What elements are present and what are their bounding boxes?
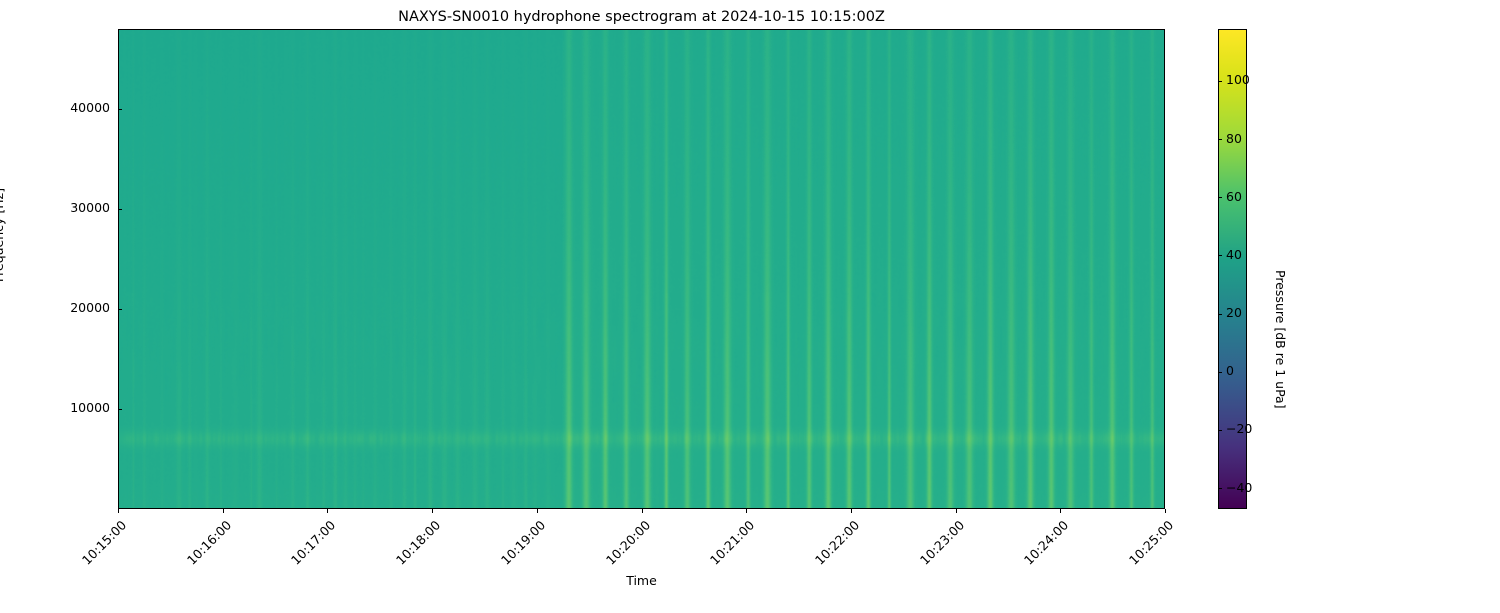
y-tick-label: 10000 bbox=[70, 400, 110, 415]
x-tick-mark bbox=[641, 509, 643, 513]
colorbar-tick-0: 0 bbox=[1218, 363, 1234, 378]
colorbar-tick-mark bbox=[1218, 371, 1222, 373]
x-tick-label: 10:16:00 bbox=[183, 517, 234, 568]
x-tick-mark bbox=[327, 509, 329, 513]
y-tick-label: 20000 bbox=[70, 300, 110, 315]
x-tick-label: 10:21:00 bbox=[707, 517, 758, 568]
x-tick-label: 10:18:00 bbox=[392, 517, 444, 568]
colorbar-tick-label: −40 bbox=[1226, 479, 1253, 495]
y-tick-20000: 20000 bbox=[14, 300, 122, 315]
colorbar-label: Pressure [dB re 1 uPa] bbox=[1273, 270, 1288, 409]
x-tick-label: 10:17:00 bbox=[288, 517, 339, 568]
colorbar-tick--20: −20 bbox=[1218, 421, 1252, 436]
colorbar-tick-80: 80 bbox=[1218, 131, 1242, 146]
y-tick-mark bbox=[118, 208, 122, 210]
y-tick-mark bbox=[118, 308, 122, 310]
colorbar-tick-label: 100 bbox=[1226, 72, 1250, 88]
x-tick-label: 10:22:00 bbox=[811, 517, 863, 568]
colorbar-tick-label: 20 bbox=[1226, 305, 1242, 321]
x-tick-mark bbox=[536, 509, 538, 513]
x-tick-label: 10:19:00 bbox=[497, 517, 548, 568]
x-tick-mark bbox=[118, 509, 119, 513]
colorbar-tick-mark bbox=[1218, 488, 1222, 490]
colorbar-tick-20: 20 bbox=[1218, 305, 1242, 320]
y-axis-label: Frequency [Hz] bbox=[0, 187, 6, 283]
colorbar-tick-mark bbox=[1218, 139, 1222, 141]
y-tick-40000: 40000 bbox=[14, 100, 122, 115]
page-title: NAXYS-SN0010 hydrophone spectrogram at 2… bbox=[398, 9, 885, 25]
figure-canvas: NAXYS-SN0010 hydrophone spectrogram at 2… bbox=[0, 9, 1288, 588]
colorbar-tick-mark bbox=[1218, 313, 1222, 315]
colorbar-tick-mark bbox=[1218, 255, 1222, 257]
y-tick-mark bbox=[118, 108, 122, 110]
colorbar-gradient bbox=[1219, 30, 1246, 508]
x-tick-label: 10:24:00 bbox=[1021, 517, 1072, 568]
colorbar[interactable] bbox=[1218, 29, 1247, 509]
y-tick-label: 40000 bbox=[70, 100, 110, 115]
y-tick-label: 30000 bbox=[70, 200, 110, 215]
colorbar-tick-label: 40 bbox=[1226, 246, 1242, 262]
y-tick-30000: 30000 bbox=[14, 200, 122, 215]
colorbar-tick-label: −20 bbox=[1226, 421, 1253, 437]
colorbar-tick-mark bbox=[1218, 80, 1222, 82]
spectrogram-image bbox=[119, 30, 1164, 508]
x-tick-label: 10:25:00 bbox=[1125, 517, 1177, 568]
y-tick-mark bbox=[118, 408, 122, 410]
x-tick-mark bbox=[432, 509, 434, 513]
colorbar-tick-label: 60 bbox=[1226, 188, 1242, 204]
colorbar-tick--40: −40 bbox=[1218, 480, 1252, 495]
colorbar-tick-mark bbox=[1218, 429, 1222, 431]
x-tick-mark bbox=[1165, 509, 1166, 513]
x-tick-label: 10:20:00 bbox=[602, 517, 653, 568]
x-tick-mark bbox=[1060, 509, 1062, 513]
colorbar-tick-40: 40 bbox=[1218, 247, 1242, 262]
x-tick-mark bbox=[222, 509, 224, 513]
colorbar-tick-label: 0 bbox=[1226, 363, 1234, 379]
x-tick-mark bbox=[746, 509, 748, 513]
x-tick-label: 10:23:00 bbox=[916, 517, 967, 568]
x-tick-mark bbox=[850, 509, 852, 513]
colorbar-tick-mark bbox=[1218, 197, 1222, 199]
x-tick-label: 10:15:00 bbox=[78, 517, 130, 568]
colorbar-tick-label: 80 bbox=[1226, 130, 1242, 146]
spectrogram-axes[interactable] bbox=[118, 29, 1165, 509]
x-tick-mark bbox=[955, 509, 957, 513]
x-axis-label: Time bbox=[626, 573, 657, 588]
y-tick-10000: 10000 bbox=[14, 400, 122, 415]
colorbar-tick-100: 100 bbox=[1218, 72, 1250, 87]
colorbar-tick-60: 60 bbox=[1218, 189, 1242, 204]
